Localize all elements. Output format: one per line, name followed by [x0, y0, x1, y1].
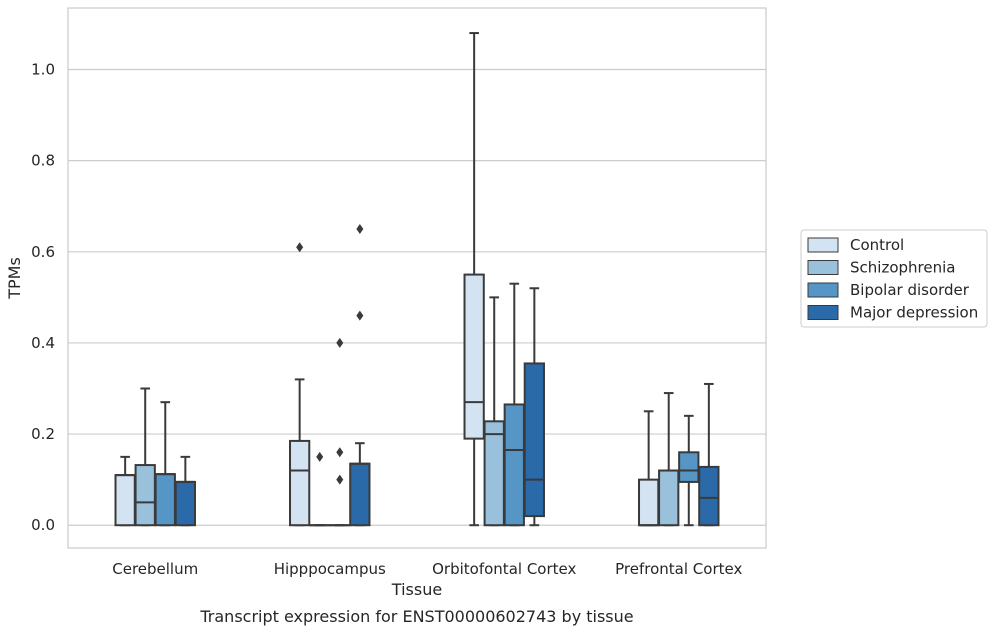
- box-schizophrenia: [483, 296, 505, 527]
- y-tick-label: 0.0: [31, 516, 55, 534]
- legend-swatch: [807, 260, 839, 275]
- legend-entry-label: Major depression: [850, 304, 978, 322]
- outlier-point: [296, 242, 304, 253]
- outlier-point: [336, 447, 344, 458]
- x-tick-label: Prefrontal Cortex: [615, 560, 742, 578]
- x-tick-labels: Cerebellum Hipppocampus Orbitofontal Corte…: [112, 560, 742, 578]
- legend-frame: [800, 229, 988, 328]
- plot-area-background: [68, 8, 766, 548]
- outlier-point: [316, 451, 324, 462]
- legend-swatch: [807, 282, 839, 298]
- box-body: [289, 439, 311, 527]
- box-body: [174, 480, 196, 527]
- y-tick-label: 0.6: [31, 243, 55, 261]
- outlier-point: [336, 474, 344, 485]
- box-body: [523, 362, 545, 518]
- box-body: [503, 403, 525, 527]
- plot-frame: [67, 7, 767, 549]
- y-tick-labels: 0.0 0.2 0.4 0.6 0.8 1.0: [31, 61, 55, 535]
- y-tick-label: 1.0: [31, 61, 55, 79]
- box-major-depression: [698, 382, 720, 527]
- y-tick-label: 0.4: [31, 334, 55, 352]
- box-body: [154, 473, 176, 527]
- legend-entry-label: Schizophrenia: [850, 259, 955, 277]
- legend-swatch: [807, 237, 839, 253]
- box-control: [463, 32, 485, 527]
- box-body: [698, 465, 720, 527]
- legend: Control Schizophrenia Bipolar disorder Majo…: [800, 229, 988, 328]
- box-body: [483, 420, 505, 527]
- y-tick-label: 0.2: [31, 425, 55, 443]
- box-body: [678, 451, 700, 483]
- box-control: [289, 242, 311, 527]
- x-tick-label: Hipppocampus: [274, 560, 386, 578]
- legend-swatch: [807, 305, 839, 320]
- box-major-depression: [349, 224, 371, 527]
- boxes: [114, 32, 720, 527]
- x-tick-label: Orbitofontal Cortex: [432, 560, 576, 578]
- x-tick-label: Cerebellum: [112, 560, 198, 578]
- box-major-depression: [523, 287, 545, 527]
- box-bipolar-disorder: [329, 337, 351, 527]
- legend-entry-label: Bipolar disorder: [850, 281, 970, 299]
- y-tick-label: 0.8: [31, 152, 55, 170]
- outlier-point: [356, 224, 364, 235]
- box-body: [349, 462, 371, 527]
- outlier-point: [336, 337, 344, 348]
- box-body: [463, 273, 485, 440]
- box-bipolar-disorder: [154, 401, 176, 527]
- box-body: [658, 469, 680, 527]
- box-schizophrenia: [658, 392, 680, 527]
- box-bipolar-disorder: [503, 282, 525, 527]
- y-axis-label: TPMs: [5, 257, 24, 300]
- box-body: [134, 464, 156, 527]
- box-body: [114, 474, 136, 527]
- legend-entry-label: Control: [850, 236, 904, 254]
- chart-caption: Transcript expression for ENST0000060274…: [199, 607, 633, 626]
- outlier-point: [356, 310, 364, 321]
- x-axis-label: Tissue: [391, 580, 442, 599]
- box-body: [638, 478, 660, 527]
- box-major-depression: [174, 455, 196, 527]
